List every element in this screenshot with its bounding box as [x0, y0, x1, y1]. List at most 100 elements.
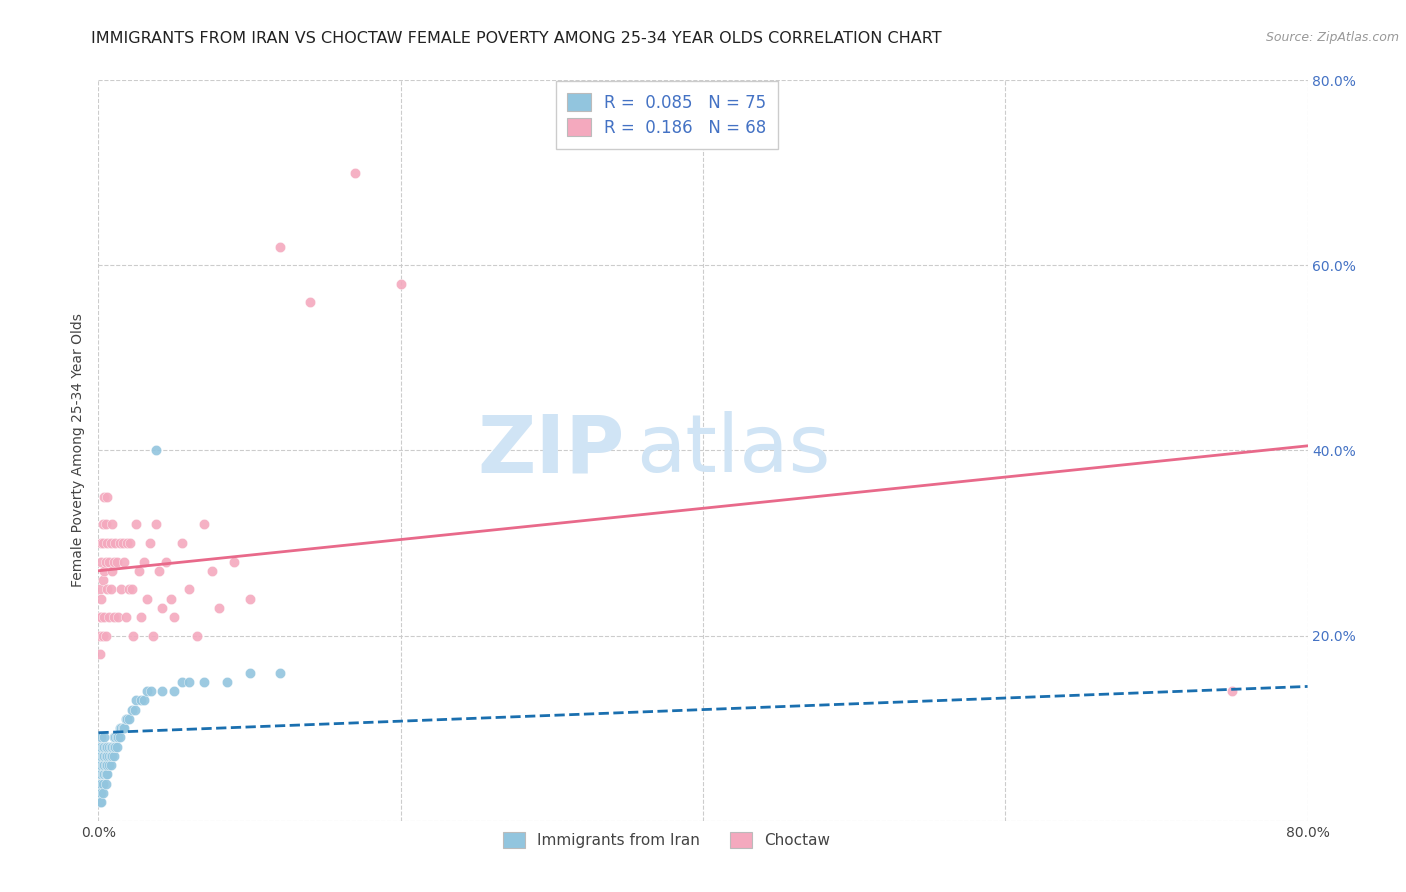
Point — [90, 536, 112, 550]
Point — [101, 564, 124, 578]
Point — [93, 610, 115, 624]
Point — [112, 554, 135, 569]
Point — [108, 721, 131, 735]
Point — [224, 554, 246, 569]
Point — [94, 758, 117, 772]
Point — [107, 610, 129, 624]
Point — [193, 674, 215, 689]
Point — [93, 739, 115, 754]
Point — [98, 739, 121, 754]
Point — [93, 731, 115, 745]
Point — [1220, 684, 1243, 698]
Point — [89, 748, 111, 763]
Point — [91, 536, 114, 550]
Point — [91, 628, 114, 642]
Point — [110, 721, 132, 735]
Point — [90, 786, 112, 800]
Point — [93, 490, 115, 504]
Point — [96, 758, 118, 772]
Point — [100, 582, 122, 597]
Point — [96, 582, 118, 597]
Point — [160, 591, 183, 606]
Point — [100, 758, 122, 772]
Point — [91, 758, 114, 772]
Point — [111, 721, 134, 735]
Point — [112, 721, 135, 735]
Point — [100, 536, 122, 550]
Point — [94, 748, 117, 763]
Point — [103, 610, 125, 624]
Point — [89, 767, 111, 781]
Legend: Immigrants from Iran, Choctaw: Immigrants from Iran, Choctaw — [495, 822, 839, 857]
Point — [104, 731, 127, 745]
Point — [103, 554, 125, 569]
Point — [155, 554, 177, 569]
Point — [90, 795, 112, 809]
Point — [91, 739, 114, 754]
Point — [208, 600, 231, 615]
Point — [89, 628, 111, 642]
Point — [101, 517, 124, 532]
Point — [128, 564, 150, 578]
Point — [89, 739, 111, 754]
Point — [90, 748, 112, 763]
Point — [91, 748, 114, 763]
Point — [104, 739, 127, 754]
Text: ZIP: ZIP — [477, 411, 624, 490]
Point — [124, 703, 146, 717]
Point — [105, 554, 128, 569]
Point — [94, 776, 117, 791]
Point — [94, 767, 117, 781]
Point — [96, 536, 118, 550]
Point — [96, 748, 118, 763]
Point — [89, 647, 111, 661]
Point — [170, 674, 193, 689]
Point — [90, 739, 112, 754]
Point — [163, 610, 186, 624]
Point — [110, 582, 132, 597]
Point — [122, 628, 145, 642]
Point — [179, 674, 201, 689]
Point — [111, 536, 134, 550]
Point — [141, 684, 163, 698]
Point — [145, 443, 167, 458]
Point — [93, 767, 115, 781]
Point — [108, 731, 131, 745]
Point — [98, 610, 121, 624]
Point — [186, 628, 208, 642]
Point — [125, 693, 148, 707]
Point — [105, 739, 128, 754]
Point — [98, 554, 121, 569]
Point — [299, 295, 322, 310]
Point — [269, 240, 291, 254]
Point — [107, 731, 129, 745]
Y-axis label: Female Poverty Among 25-34 Year Olds: Female Poverty Among 25-34 Year Olds — [72, 313, 86, 588]
Point — [125, 517, 148, 532]
Point — [96, 490, 118, 504]
Point — [93, 758, 115, 772]
Point — [98, 748, 121, 763]
Point — [114, 712, 136, 726]
Point — [145, 517, 167, 532]
Point — [91, 517, 114, 532]
Point — [201, 564, 224, 578]
Point — [132, 554, 155, 569]
Point — [142, 628, 165, 642]
Point — [239, 591, 262, 606]
Point — [89, 610, 111, 624]
Point — [150, 600, 173, 615]
Point — [239, 665, 262, 680]
Point — [129, 693, 152, 707]
Point — [90, 554, 112, 569]
Point — [89, 582, 111, 597]
Point — [121, 703, 143, 717]
Point — [103, 748, 125, 763]
Point — [91, 573, 114, 587]
Point — [98, 758, 121, 772]
Point — [94, 517, 117, 532]
Point — [90, 758, 112, 772]
Point — [129, 610, 152, 624]
Point — [90, 767, 112, 781]
Point — [115, 712, 138, 726]
Point — [93, 748, 115, 763]
